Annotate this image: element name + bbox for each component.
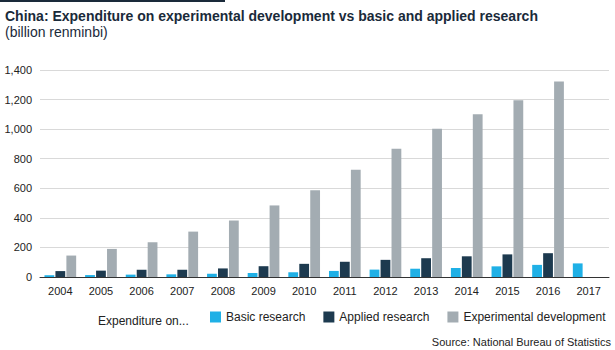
svg-text:2013: 2013	[414, 285, 438, 297]
svg-text:2014: 2014	[455, 285, 479, 297]
svg-text:2012: 2012	[373, 285, 397, 297]
svg-text:1,200: 1,200	[4, 94, 32, 106]
svg-text:Experimental development: Experimental development	[463, 310, 606, 324]
svg-text:2017: 2017	[576, 285, 600, 297]
svg-text:2016: 2016	[536, 285, 560, 297]
svg-text:Source: National Bureau of Sta: Source: National Bureau of Statistics	[432, 336, 612, 348]
svg-text:2009: 2009	[251, 285, 275, 297]
svg-text:2010: 2010	[292, 285, 316, 297]
svg-text:2011: 2011	[333, 285, 357, 297]
svg-text:Expenditure on...: Expenditure on...	[98, 314, 189, 328]
svg-text:Applied research: Applied research	[339, 310, 429, 324]
svg-text:2005: 2005	[89, 285, 113, 297]
svg-text:0: 0	[26, 271, 32, 283]
svg-text:2015: 2015	[495, 285, 519, 297]
svg-text:2006: 2006	[129, 285, 153, 297]
svg-text:200: 200	[14, 241, 32, 253]
svg-text:800: 800	[14, 153, 32, 165]
svg-text:1,400: 1,400	[4, 64, 32, 76]
svg-text:400: 400	[14, 212, 32, 224]
svg-text:1,000: 1,000	[4, 123, 32, 135]
svg-text:2008: 2008	[211, 285, 235, 297]
svg-text:Basic research: Basic research	[226, 310, 305, 324]
svg-text:(billion renminbi): (billion renminbi)	[5, 24, 108, 40]
svg-text:600: 600	[14, 182, 32, 194]
svg-text:2004: 2004	[48, 285, 72, 297]
svg-text:2007: 2007	[170, 285, 194, 297]
svg-text:China: Expenditure on experime: China: Expenditure on experimental devel…	[5, 8, 538, 24]
